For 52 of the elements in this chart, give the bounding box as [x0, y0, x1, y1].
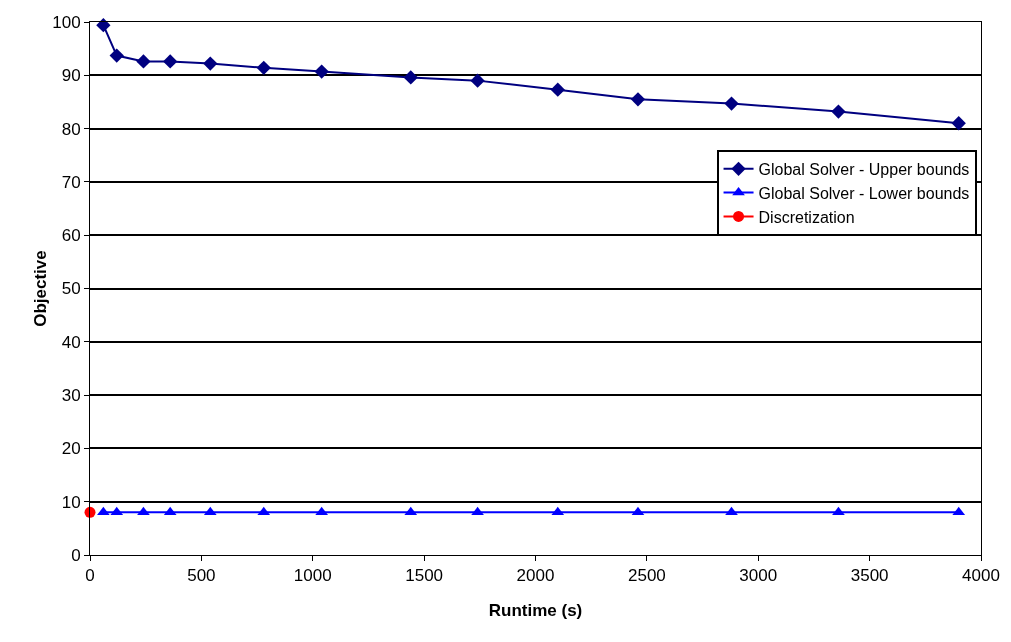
- y-tick-label: 90: [61, 66, 81, 86]
- point: [404, 506, 418, 516]
- y-axis-title: Objective: [31, 250, 50, 327]
- y-tick-label: 100: [52, 12, 81, 32]
- y-tick-label: 20: [61, 439, 81, 459]
- y-tick-label: 70: [61, 172, 81, 192]
- point: [137, 506, 150, 516]
- y-tick-label: 40: [61, 332, 81, 352]
- legend-label: Global Solver - Upper bounds: [758, 161, 970, 179]
- legend-label: Global Solver - Lower bounds: [758, 184, 970, 202]
- point: [203, 506, 217, 516]
- y-tick-label: 10: [61, 492, 81, 512]
- x-tick-label: 2500: [627, 566, 666, 586]
- point: [136, 54, 151, 69]
- point: [724, 96, 739, 111]
- x-tick-label: 2000: [516, 566, 555, 586]
- point: [203, 56, 218, 71]
- y-tick-label: 60: [61, 226, 81, 246]
- point: [163, 506, 177, 516]
- y-tick-label: 50: [61, 279, 81, 299]
- point: [97, 506, 110, 516]
- point: [256, 60, 271, 75]
- x-axis-title: Runtime (s): [488, 601, 583, 620]
- point: [631, 506, 645, 516]
- point: [832, 506, 845, 516]
- point: [952, 506, 966, 516]
- point: [315, 506, 329, 516]
- x-tick-label: 500: [187, 566, 216, 586]
- x-tick-label: 4000: [962, 566, 1000, 586]
- point: [110, 506, 124, 516]
- y-tick-label: 80: [61, 119, 81, 139]
- point: [403, 70, 418, 85]
- y-tick-label: 0: [71, 545, 81, 565]
- x-tick-label: 1500: [405, 566, 444, 586]
- x-tick-label: 3000: [739, 566, 778, 586]
- point: [471, 506, 484, 516]
- x-tick-label: 3500: [850, 566, 889, 586]
- point: [951, 116, 966, 131]
- point: [551, 506, 565, 516]
- y-tick-label: 30: [61, 386, 81, 406]
- point: [470, 73, 485, 88]
- point: [314, 64, 329, 79]
- point: [725, 506, 738, 516]
- legend-label: Discretization: [758, 208, 855, 226]
- point: [831, 104, 846, 119]
- x-tick-label: 1000: [293, 566, 332, 586]
- x-tick-label: 0: [85, 566, 95, 586]
- point: [257, 506, 271, 516]
- point: [630, 92, 646, 107]
- point: [550, 82, 565, 97]
- point: [109, 48, 124, 63]
- point: [163, 54, 178, 69]
